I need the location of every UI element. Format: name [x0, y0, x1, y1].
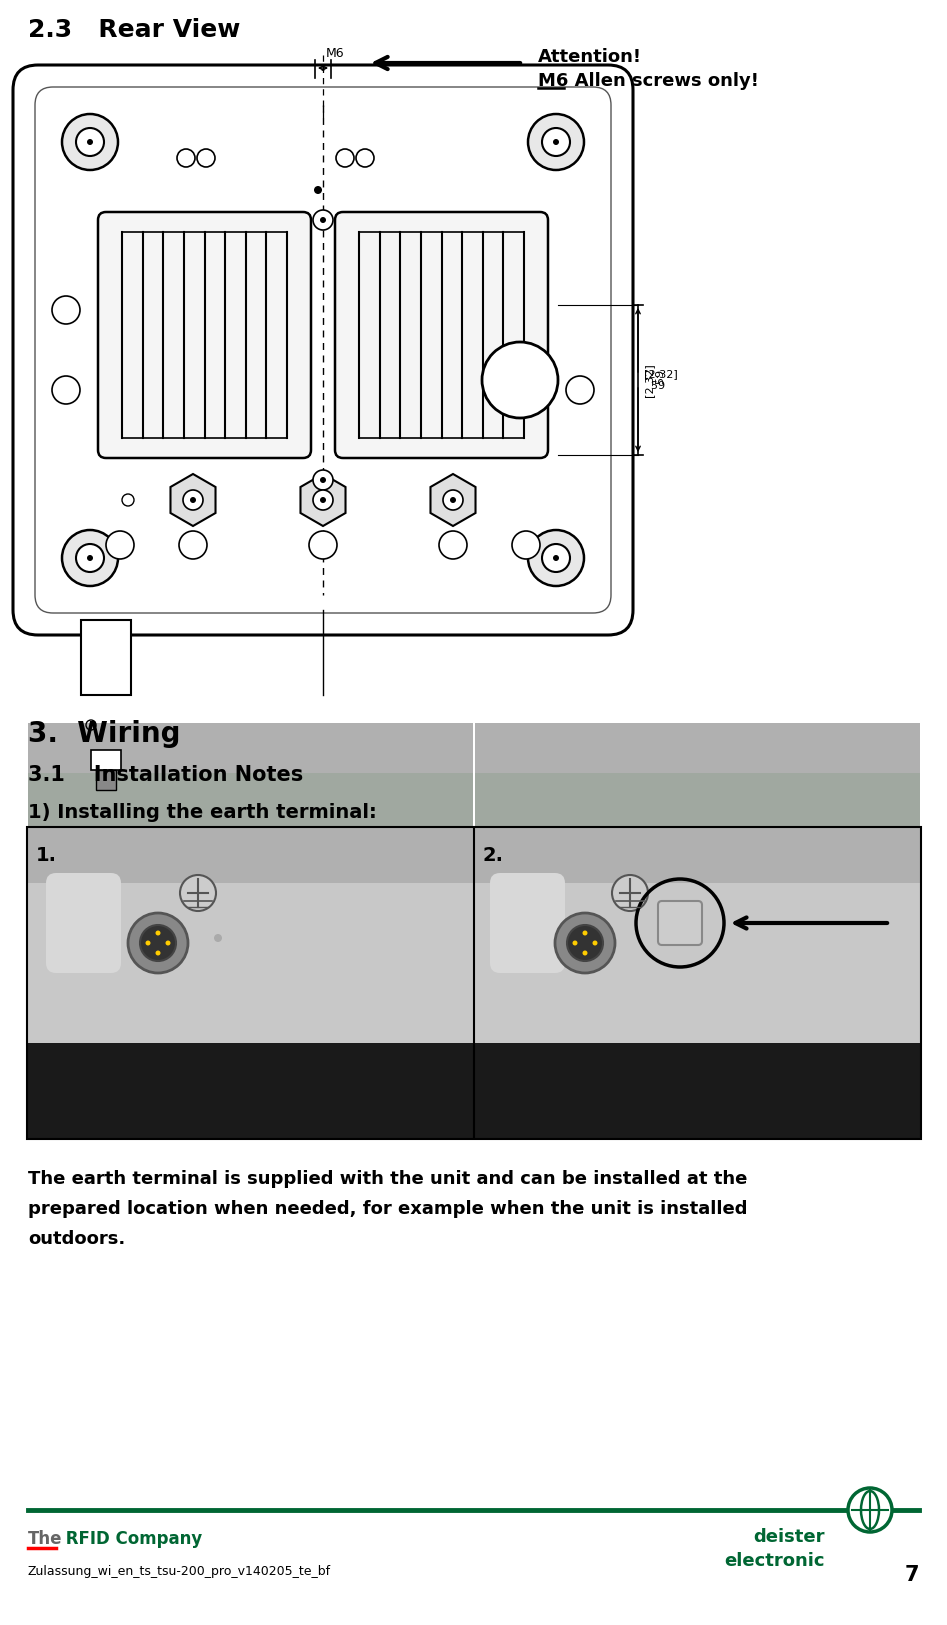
Polygon shape: [431, 474, 475, 526]
Text: M6 Allen screws only!: M6 Allen screws only!: [538, 72, 759, 89]
Circle shape: [542, 128, 570, 156]
Circle shape: [450, 497, 456, 504]
Bar: [28, 774, 473, 829]
Circle shape: [122, 494, 134, 505]
Text: 1) Installing the earth terminal:: 1) Installing the earth terminal:: [28, 803, 377, 822]
FancyBboxPatch shape: [490, 873, 565, 973]
Circle shape: [314, 185, 322, 193]
FancyBboxPatch shape: [46, 873, 121, 973]
Bar: [475, 774, 920, 829]
Bar: [28, 882, 473, 1043]
Circle shape: [140, 925, 176, 960]
Circle shape: [180, 874, 216, 912]
Circle shape: [320, 497, 326, 504]
Text: Attention!: Attention!: [538, 49, 642, 67]
Text: deister: deister: [754, 1528, 825, 1545]
Polygon shape: [300, 474, 346, 526]
Bar: [91, 751, 121, 770]
Circle shape: [214, 934, 222, 942]
Text: 3.1    Installation Notes: 3.1 Installation Notes: [28, 765, 303, 785]
Bar: [81, 621, 131, 696]
Circle shape: [555, 913, 615, 973]
Circle shape: [62, 114, 118, 171]
Text: [2.32]
  59: [2.32] 59: [644, 362, 666, 396]
Circle shape: [190, 497, 196, 504]
Bar: [28, 1043, 473, 1138]
Circle shape: [320, 218, 326, 223]
Circle shape: [573, 941, 578, 946]
FancyBboxPatch shape: [13, 65, 633, 635]
Circle shape: [128, 913, 188, 973]
FancyBboxPatch shape: [98, 211, 311, 458]
Text: prepared location when needed, for example when the unit is installed: prepared location when needed, for examp…: [28, 1199, 747, 1219]
Circle shape: [528, 114, 584, 171]
Text: 3.  Wiring: 3. Wiring: [28, 720, 181, 748]
FancyBboxPatch shape: [335, 211, 548, 458]
Circle shape: [512, 531, 540, 559]
Bar: [28, 723, 473, 882]
Circle shape: [309, 531, 337, 559]
Circle shape: [87, 556, 93, 561]
Circle shape: [62, 530, 118, 587]
Circle shape: [553, 140, 559, 145]
Circle shape: [443, 491, 463, 510]
Circle shape: [183, 491, 203, 510]
Bar: [475, 1043, 920, 1138]
Circle shape: [612, 874, 648, 912]
Circle shape: [528, 530, 584, 587]
Bar: [96, 770, 116, 790]
Text: 1.: 1.: [36, 847, 57, 864]
Circle shape: [439, 531, 467, 559]
Text: M6: M6: [326, 47, 345, 60]
Text: 7: 7: [904, 1565, 919, 1584]
Text: RFID Company: RFID Company: [60, 1531, 203, 1549]
Polygon shape: [170, 474, 216, 526]
Circle shape: [593, 941, 598, 946]
Text: The earth terminal is supplied with the unit and can be installed at the: The earth terminal is supplied with the …: [28, 1170, 747, 1188]
Circle shape: [320, 478, 326, 483]
Circle shape: [76, 544, 104, 572]
Circle shape: [146, 941, 151, 946]
Circle shape: [87, 140, 93, 145]
Text: electronic: electronic: [724, 1552, 825, 1570]
Circle shape: [567, 925, 603, 960]
Text: [2.32]
  59: [2.32] 59: [644, 369, 678, 390]
Circle shape: [553, 556, 559, 561]
Circle shape: [155, 951, 160, 955]
Circle shape: [582, 931, 587, 936]
Circle shape: [542, 544, 570, 572]
Text: outdoors.: outdoors.: [28, 1230, 125, 1248]
Text: 2.3   Rear View: 2.3 Rear View: [28, 18, 241, 42]
Circle shape: [848, 1488, 892, 1532]
FancyBboxPatch shape: [658, 900, 702, 946]
Bar: [475, 723, 920, 882]
Circle shape: [106, 531, 134, 559]
Text: 2.: 2.: [483, 847, 504, 864]
Circle shape: [166, 941, 170, 946]
Circle shape: [582, 951, 587, 955]
Circle shape: [179, 531, 207, 559]
Circle shape: [482, 341, 558, 418]
Bar: [27, 827, 921, 1139]
Text: Zulassung_wi_en_ts_tsu-200_pro_v140205_te_bf: Zulassung_wi_en_ts_tsu-200_pro_v140205_t…: [28, 1565, 331, 1578]
Bar: [475, 882, 920, 1043]
Circle shape: [313, 210, 333, 231]
Circle shape: [313, 491, 333, 510]
Text: The: The: [28, 1531, 63, 1549]
Circle shape: [313, 470, 333, 491]
Circle shape: [155, 931, 160, 936]
Circle shape: [76, 128, 104, 156]
